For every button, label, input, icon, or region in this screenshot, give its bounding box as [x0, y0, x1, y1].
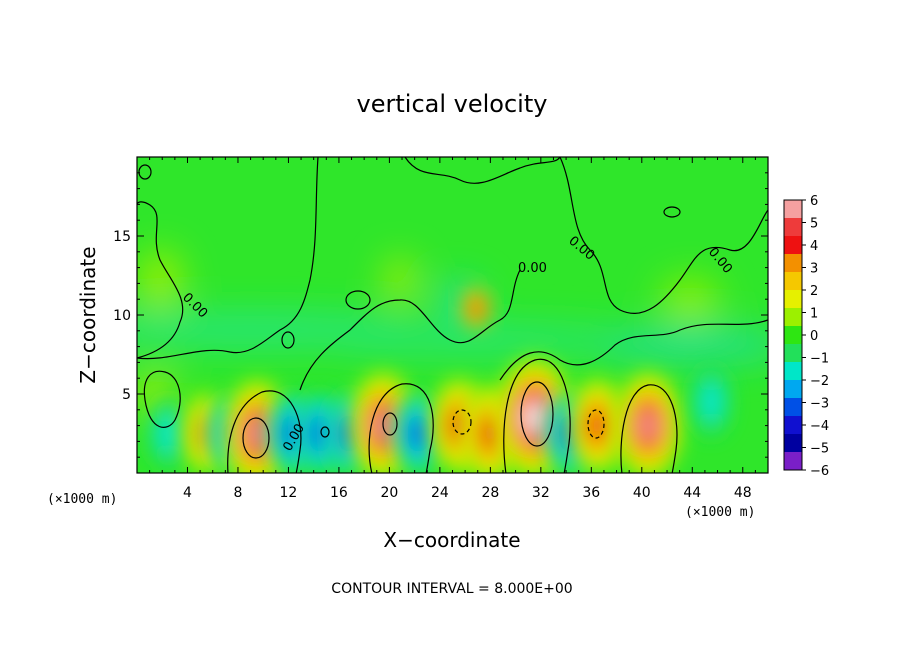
x-tick-label: 8 [233, 485, 242, 501]
y-axis: 5 10 15 [113, 172, 768, 458]
colorbar-tick-label: 2 [810, 284, 818, 299]
x-axis: 4 8 12 16 20 24 28 32 36 40 44 48 [149, 157, 756, 501]
colorbar-tick-label: 4 [810, 239, 818, 254]
colorbar-tick-label: −4 [810, 419, 829, 434]
cell-level [482, 419, 499, 448]
colorbar-tick-label: −6 [810, 464, 829, 479]
x-tick-label: 20 [380, 485, 398, 501]
cell-level [639, 412, 657, 439]
cell-contour [620, 384, 678, 473]
x-unit-right: (×1000 m) [685, 505, 755, 520]
cell-level [311, 419, 329, 448]
zero-contour [404, 157, 561, 184]
inner-contour [281, 331, 295, 349]
colorbar-swatch [784, 434, 802, 453]
colorbar-tick-label: 3 [810, 262, 818, 277]
colorbar-swatch [784, 344, 802, 363]
chart-title: vertical velocity [357, 90, 548, 118]
colorbar-tick-label: 5 [810, 217, 818, 232]
updraft-cell [614, 371, 683, 473]
zero-contour [137, 157, 319, 360]
colorbar-swatch [784, 236, 802, 255]
zero-contour [559, 157, 768, 315]
inner-dashed-contour [452, 409, 472, 435]
y-tick-label: 10 [113, 308, 131, 324]
inner-contour [320, 426, 330, 438]
upper-patch-yellow [138, 250, 182, 310]
downdraft-cell [394, 392, 443, 473]
y-axis-label: Z−coordinate [76, 246, 100, 383]
cell-contour [503, 358, 571, 473]
x-tick-label: 12 [280, 485, 298, 501]
inner-contour [382, 412, 398, 436]
colorbar-swatch [784, 290, 802, 309]
x-tick-label: 16 [330, 485, 348, 501]
colorbar-swatch [784, 398, 802, 417]
colorbar-tick-label: 0 [810, 329, 818, 344]
colorbar: 6 5 4 3 2 1 0 −1 −2 −3 −4 −5 −6 [783, 194, 829, 479]
contour-label: 0.00 [518, 261, 547, 276]
inner-dashed-contour [587, 409, 605, 439]
colorbar-swatch [784, 362, 802, 381]
y-tick-label: 5 [122, 387, 131, 403]
x-tick-label: 44 [683, 485, 701, 501]
inner-contour [138, 164, 152, 180]
cell-level [248, 420, 266, 447]
colorbar-swatch [784, 218, 802, 237]
zero-contour [299, 269, 521, 391]
colorbar-tick-label: −3 [810, 397, 829, 412]
inner-contour [663, 206, 681, 218]
inner-contour [520, 381, 554, 447]
upper-patch-yellow [660, 278, 720, 322]
colorbar-tick-label: −2 [810, 374, 829, 389]
contour-interval-note: CONTOUR INTERVAL = 8.000E+00 [331, 581, 572, 597]
x-tick-label: 36 [582, 485, 600, 501]
x-unit-left: (×1000 m) [47, 492, 117, 507]
zero-contour [499, 319, 768, 381]
x-axis-label: X−coordinate [383, 528, 520, 552]
updraft-cell [568, 378, 627, 473]
colorbar-swatch [784, 200, 802, 219]
upper-updraft [462, 288, 490, 328]
colorbar-tick-label: −1 [810, 352, 829, 367]
cell-contour [227, 390, 302, 473]
x-tick-label: 4 [183, 485, 192, 501]
x-tick-label: 48 [734, 485, 752, 501]
cell-contour [368, 383, 434, 473]
colorbar-swatch [784, 416, 802, 435]
colorbar-swatch [784, 326, 802, 345]
contour-lines [137, 157, 768, 473]
x-tick-label: 28 [481, 485, 499, 501]
upper-patch-yellow [386, 258, 414, 302]
upper-band-cyan [320, 326, 640, 354]
zero-contour [137, 201, 184, 359]
x-tick-label: 40 [633, 485, 651, 501]
colorbar-swatch [784, 272, 802, 291]
inner-contour [345, 290, 371, 310]
upper-band-cyan [590, 327, 768, 363]
cell-level [699, 380, 724, 424]
colorbar-swatch [784, 308, 802, 327]
upper-updraft-core [471, 298, 483, 320]
inner-contour [242, 417, 270, 459]
cell-level [156, 412, 181, 455]
colorbar-tick-label: 1 [810, 307, 818, 322]
x-tick-label: 32 [532, 485, 550, 501]
downdraft-cell [148, 398, 189, 469]
colorbar-swatch [784, 254, 802, 273]
cell-contour [143, 370, 181, 428]
colorbar-tick-label: −5 [810, 442, 829, 457]
downdraft-cell [691, 367, 731, 437]
velocity-cells [148, 357, 731, 473]
upper-field [137, 250, 768, 417]
cell-level [409, 419, 427, 448]
cell-level [526, 404, 543, 431]
x-tick-label: 24 [431, 485, 449, 501]
plot-area [137, 157, 768, 473]
colorbar-swatch [784, 452, 802, 471]
colorbar-swatch [784, 380, 802, 399]
y-tick-label: 15 [113, 229, 131, 245]
colorbar-tick-label: 6 [810, 194, 818, 209]
